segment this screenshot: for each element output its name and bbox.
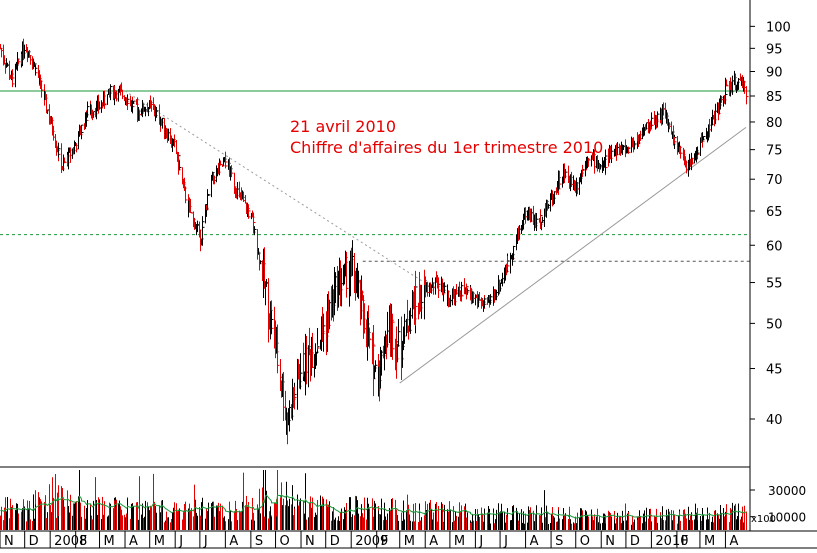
time-tick-label: 2008 (54, 534, 87, 549)
price-tick-label: 90 (766, 66, 783, 81)
time-tick-label: M (404, 534, 415, 549)
time-tick-label: N (605, 534, 615, 549)
trendline (399, 126, 747, 384)
volume-tick-label: 10000 (768, 511, 806, 525)
time-tick-label: M (454, 534, 465, 549)
price-tick-label: 80 (766, 116, 783, 131)
time-tick-label: A (429, 534, 438, 549)
volume-axis: x100 30000 10000 (750, 484, 806, 525)
price-bars (0, 38, 749, 445)
time-tick-label: 2010 (655, 534, 688, 549)
price-tick-label: 55 (766, 277, 783, 292)
time-tick-label: M (704, 534, 715, 549)
volume-bars (0, 470, 747, 530)
time-tick-label: F (381, 534, 388, 549)
annotation: 21 avril 2010 Chiffre d'affaires du 1er … (290, 117, 603, 157)
annotation-date: 21 avril 2010 (290, 117, 396, 136)
time-tick-label: A (129, 534, 138, 549)
time-tick-label: O (280, 534, 290, 549)
price-tick-label: 65 (766, 205, 783, 220)
time-tick-label: J (478, 534, 483, 549)
annotation-text: Chiffre d'affaires du 1er trimestre 2010 (290, 138, 603, 157)
time-tick-label: F (80, 534, 87, 549)
price-tick-label: 70 (766, 173, 783, 188)
time-tick-label: D (330, 534, 340, 549)
price-tick-label: 85 (766, 90, 783, 105)
time-tick-label: S (255, 534, 263, 549)
time-tick-label: D (630, 534, 640, 549)
time-tick-label: J (503, 534, 508, 549)
trendline (124, 90, 438, 291)
time-tick-label: J (203, 534, 208, 549)
time-tick-label: D (29, 534, 39, 549)
price-tick-label: 75 (766, 144, 783, 159)
time-tick-label: A (530, 534, 539, 549)
time-tick-label: J (178, 534, 183, 549)
price-tick-label: 95 (766, 42, 783, 57)
price-tick-label: 60 (766, 239, 783, 254)
time-tick-label: O (580, 534, 590, 549)
time-tick-label: M (154, 534, 165, 549)
time-tick-label: N (4, 534, 14, 549)
volume-average-line (0, 494, 747, 519)
time-tick-label: M (104, 534, 115, 549)
price-tick-label: 40 (766, 413, 783, 428)
price-tick-label: 100 (766, 20, 791, 35)
volume-unit-label: x100 (751, 514, 776, 525)
time-tick-label: S (555, 534, 563, 549)
volume-tick-label: 30000 (768, 484, 806, 498)
price-tick-label: 50 (766, 317, 783, 332)
time-tick-label: A (229, 534, 238, 549)
time-tick-label: A (729, 534, 738, 549)
price-axis: 100 95 90 85 80 75 70 65 60 55 50 45 40 (750, 20, 791, 428)
time-tick-label: F (681, 534, 688, 549)
time-tick-label: N (305, 534, 315, 549)
price-tick-label: 45 (766, 363, 783, 378)
time-tick-label: 2009 (355, 534, 388, 549)
